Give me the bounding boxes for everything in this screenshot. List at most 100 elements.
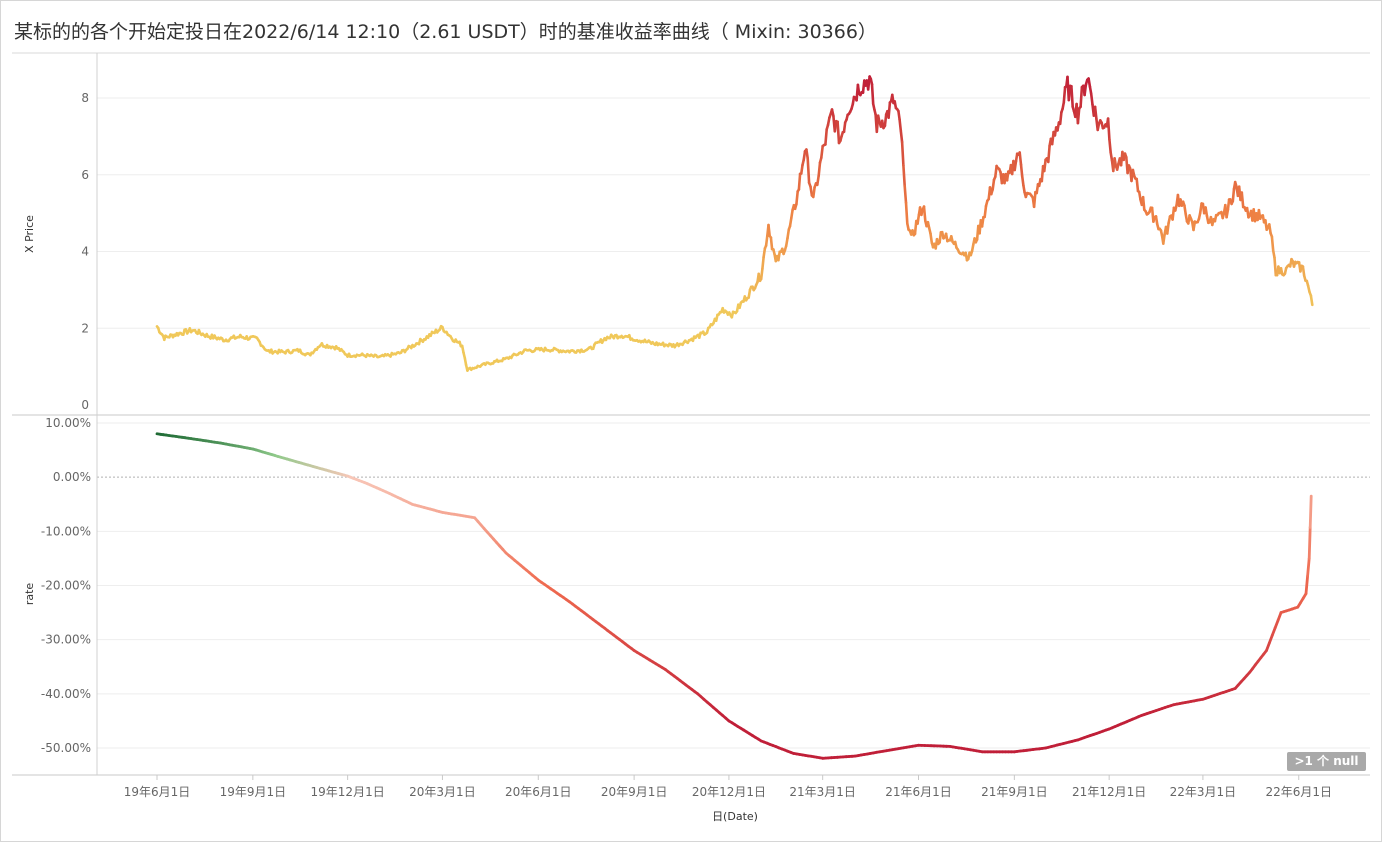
- price-line-segment: [887, 101, 892, 119]
- price-y-tick-label: 4: [81, 245, 89, 259]
- price-line-segment: [764, 234, 769, 247]
- price-line-segment: [1013, 159, 1018, 172]
- price-line-segment: [809, 185, 814, 197]
- price-line-segment: [902, 164, 907, 188]
- price-line-segment: [1113, 157, 1118, 168]
- price-line-segment: [1109, 151, 1114, 162]
- price-line-segment: [1019, 163, 1024, 178]
- price-line-segment: [1137, 190, 1142, 201]
- null-count-badge[interactable]: >1 个 null: [1287, 752, 1366, 771]
- price-line-segment: [856, 83, 861, 95]
- rate-y-axis-title: rate: [23, 583, 36, 606]
- price-line-segment: [980, 216, 985, 228]
- price-line-segment: [797, 172, 802, 191]
- rate-line-segment: [1306, 557, 1311, 578]
- price-line-segment: [938, 231, 943, 244]
- price-line-segment: [991, 178, 996, 191]
- price-line-segment: [789, 208, 794, 220]
- price-line-segment: [842, 121, 847, 134]
- price-line-segment: [788, 216, 793, 228]
- price-line-segment: [795, 190, 800, 206]
- x-tick-label: 20年12月1日: [692, 785, 766, 799]
- price-line-segment: [1089, 92, 1094, 106]
- x-tick-label: 19年6月1日: [124, 785, 191, 799]
- price-line-segment: [1301, 265, 1306, 278]
- price-line-segment: [806, 157, 811, 185]
- price-line-segment: [1047, 144, 1051, 164]
- price-line-segment: [916, 213, 921, 225]
- rate-y-tick-label: -50.00%: [41, 741, 91, 755]
- panel-borders: [12, 52, 1370, 776]
- price-line-segment: [1020, 174, 1025, 187]
- rate-series[interactable]: [155, 432, 1313, 760]
- price-line-segment: [1108, 138, 1112, 154]
- price-line-segment: [815, 174, 821, 187]
- rate-y-tick-label: -40.00%: [41, 687, 91, 701]
- x-axis: 19年6月1日 19年9月1日 19年12月1日 20年3月1日 20年6月1日 20年9…: [124, 775, 1332, 799]
- price-line-segment: [1270, 235, 1275, 252]
- price-line-segment: [1268, 223, 1272, 235]
- price-y-tick-label: 2: [81, 321, 89, 335]
- price-y-tick-label: 8: [81, 91, 89, 105]
- price-line-segment: [1032, 190, 1037, 209]
- price-y-tick-label: 0: [81, 398, 89, 412]
- x-tick-label: 19年9月1日: [220, 785, 287, 799]
- price-line-segment: [983, 204, 988, 219]
- x-tick-label: 19年12月1日: [311, 785, 385, 799]
- rate-line-segment: [1308, 494, 1313, 529]
- price-line-segment: [1273, 256, 1278, 277]
- price-line-segment: [767, 223, 772, 238]
- rate-y-axis: 10.00% 0.00% -10.00% -20.00% -30.00% -40.00% -…: [41, 416, 91, 755]
- price-line-segment: [833, 119, 838, 133]
- rate-y-tick-label: -10.00%: [41, 524, 91, 538]
- x-tick-label: 21年9月1日: [981, 785, 1048, 799]
- price-line-segment: [1106, 117, 1111, 141]
- rate-line-segment: [1307, 525, 1312, 560]
- price-line-segment: [759, 267, 764, 281]
- x-tick-label: 22年6月1日: [1265, 785, 1332, 799]
- x-tick-label: 22年3月1日: [1170, 785, 1237, 799]
- price-line-segment: [1079, 85, 1084, 109]
- price-line-segment: [1231, 187, 1236, 203]
- rate-y-tick-label: -30.00%: [41, 633, 91, 647]
- price-line-segment: [819, 144, 825, 160]
- price-line-segment: [799, 163, 804, 175]
- price-line-segment: [1198, 202, 1203, 215]
- price-line-segment: [1018, 151, 1023, 166]
- price-line-segment: [769, 236, 774, 251]
- price-line-segment: [900, 140, 905, 167]
- rate-gridlines: [97, 422, 1370, 749]
- price-gridlines: [97, 97, 1370, 329]
- price-line-segment: [1240, 191, 1245, 209]
- price-line-segment: [811, 186, 816, 199]
- price-line-segment: [922, 205, 927, 223]
- price-line-segment: [1083, 83, 1088, 97]
- rate-y-tick-label: 0.00%: [53, 470, 91, 484]
- x-axis-title: 日(Date): [712, 810, 758, 823]
- price-line-segment: [1226, 198, 1231, 212]
- price-line-segment: [836, 120, 841, 145]
- price-line-segment: [802, 150, 807, 162]
- x-tick-label: 21年12月1日: [1072, 785, 1146, 799]
- price-y-axis: 0 2 4 6 8: [81, 91, 89, 412]
- price-line-segment: [1135, 177, 1140, 193]
- price-line-segment: [1043, 158, 1047, 173]
- x-tick-label: 20年3月1日: [409, 785, 476, 799]
- price-line-segment: [904, 201, 909, 225]
- price-line-segment: [1162, 233, 1166, 245]
- price-line-segment: [817, 161, 822, 177]
- rate-y-tick-label: -20.00%: [41, 579, 91, 593]
- price-line-segment: [1087, 77, 1092, 88]
- rate-line-segment: [1304, 574, 1309, 595]
- price-line-segment: [1192, 220, 1197, 232]
- price-line-segment: [777, 250, 782, 262]
- price-line-segment: [1141, 195, 1146, 211]
- price-line-segment: [1067, 84, 1072, 102]
- price-y-axis-title: X Price: [23, 215, 36, 253]
- price-line-segment: [1062, 85, 1067, 104]
- price-series[interactable]: [155, 75, 1314, 372]
- price-line-segment: [747, 288, 752, 299]
- price-line-segment: [805, 148, 810, 160]
- x-tick-label: 20年6月1日: [505, 785, 572, 799]
- price-line-segment: [929, 232, 934, 244]
